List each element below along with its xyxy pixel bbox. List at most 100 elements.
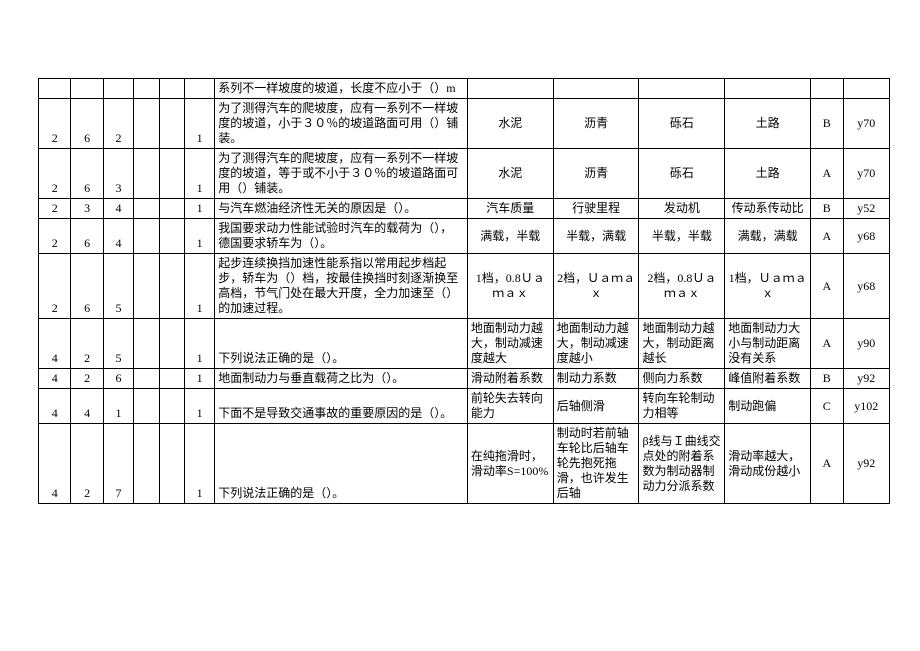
cell-opt3: 发动机 bbox=[639, 199, 725, 219]
cell-c: 5 bbox=[103, 319, 133, 369]
cell-opt3: 2档，0.8Ｕａｍａｘ bbox=[639, 254, 725, 319]
cell-d bbox=[134, 424, 160, 504]
cell-opt4: 地面制动力大小与制动距离没有关系 bbox=[725, 319, 811, 369]
cell-opt2: 行驶里程 bbox=[553, 199, 639, 219]
cell-f: 1 bbox=[185, 424, 215, 504]
cell-f: 1 bbox=[185, 149, 215, 199]
cell-ref: y102 bbox=[843, 389, 890, 424]
cell-e bbox=[159, 199, 185, 219]
table-row: 2641我国要求动力性能试验时汽车的载荷为（），德国要求轿车为（）。满载，半载半… bbox=[39, 219, 890, 254]
cell-f bbox=[185, 79, 215, 99]
cell-c: 2 bbox=[103, 99, 133, 149]
cell-f: 1 bbox=[185, 319, 215, 369]
table-row: 2631为了测得汽车的爬坡度，应有一系列不一样坡度的坡道，等于或不小于３０％的坡… bbox=[39, 149, 890, 199]
cell-b: 6 bbox=[71, 254, 103, 319]
cell-ref: y52 bbox=[843, 199, 890, 219]
cell-b: 2 bbox=[71, 319, 103, 369]
cell-e bbox=[159, 424, 185, 504]
cell-e bbox=[159, 219, 185, 254]
cell-b bbox=[71, 79, 103, 99]
cell-c: 5 bbox=[103, 254, 133, 319]
cell-ans: B bbox=[811, 99, 843, 149]
cell-opt3: β线与Ｉ曲线交点处的附着系数为制动器制动力分派系数 bbox=[639, 424, 725, 504]
cell-opt4: 满载，满载 bbox=[725, 219, 811, 254]
cell-ref: y92 bbox=[843, 424, 890, 504]
cell-opt3: 半载，半载 bbox=[639, 219, 725, 254]
cell-c bbox=[103, 79, 133, 99]
cell-ref: y70 bbox=[843, 149, 890, 199]
cell-opt4: 制动跑偏 bbox=[725, 389, 811, 424]
table-row: 2651起步连续换挡加速性能系指以常用起步档起步，轿车为（）档，按最佳换挡时刻逐… bbox=[39, 254, 890, 319]
cell-opt2: 后轴侧滑 bbox=[553, 389, 639, 424]
cell-question: 起步连续换挡加速性能系指以常用起步档起步，轿车为（）档，按最佳换挡时刻逐渐换至高… bbox=[215, 254, 468, 319]
question-table: 系列不一样坡度的坡道，长度不应小于（）m2621为了测得汽车的爬坡度，应有一系列… bbox=[38, 78, 890, 504]
cell-opt4: 1档，Ｕａｍａｘ bbox=[725, 254, 811, 319]
cell-opt2: 制动时若前轴车轮比后轴车轮先抱死拖滑，也许发生后轴 bbox=[553, 424, 639, 504]
cell-question: 为了测得汽车的爬坡度，应有一系列不一样坡度的坡道，小于３０％的坡道路面可用（）铺… bbox=[215, 99, 468, 149]
cell-opt2: 半载，满载 bbox=[553, 219, 639, 254]
cell-opt3: 侧向力系数 bbox=[639, 369, 725, 389]
cell-c: 4 bbox=[103, 199, 133, 219]
cell-question: 下列说法正确的是（）。 bbox=[215, 319, 468, 369]
table-row: 4271下列说法正确的是（）。在纯拖滑时，滑动率S=100%制动时若前轴车轮比后… bbox=[39, 424, 890, 504]
cell-ans: A bbox=[811, 319, 843, 369]
cell-a: 2 bbox=[39, 149, 71, 199]
cell-question: 我国要求动力性能试验时汽车的载荷为（），德国要求轿车为（）。 bbox=[215, 219, 468, 254]
cell-ref: y90 bbox=[843, 319, 890, 369]
cell-e bbox=[159, 79, 185, 99]
cell-opt4 bbox=[725, 79, 811, 99]
cell-f: 1 bbox=[185, 219, 215, 254]
cell-question: 与汽车燃油经济性无关的原因是（）。 bbox=[215, 199, 468, 219]
cell-opt1: 水泥 bbox=[467, 99, 553, 149]
cell-a: 4 bbox=[39, 389, 71, 424]
cell-opt2: 2档，Ｕａｍａｘ bbox=[553, 254, 639, 319]
cell-d bbox=[134, 389, 160, 424]
cell-ref: y92 bbox=[843, 369, 890, 389]
cell-ans: A bbox=[811, 424, 843, 504]
cell-b: 4 bbox=[71, 389, 103, 424]
cell-d bbox=[134, 99, 160, 149]
cell-opt3 bbox=[639, 79, 725, 99]
cell-ref: y68 bbox=[843, 219, 890, 254]
cell-b: 2 bbox=[71, 369, 103, 389]
cell-e bbox=[159, 254, 185, 319]
cell-opt3: 砾石 bbox=[639, 149, 725, 199]
cell-ans: B bbox=[811, 369, 843, 389]
cell-opt3: 地面制动力越大，制动距离越长 bbox=[639, 319, 725, 369]
cell-ans: C bbox=[811, 389, 843, 424]
cell-d bbox=[134, 149, 160, 199]
cell-question: 地面制动力与垂直载荷之比为（）。 bbox=[215, 369, 468, 389]
cell-opt1: 滑动附着系数 bbox=[467, 369, 553, 389]
cell-a: 4 bbox=[39, 319, 71, 369]
table-row: 4411下面不是导致交通事故的重要原因的是（）。前轮失去转向能力后轴侧滑转向车轮… bbox=[39, 389, 890, 424]
cell-opt1: 水泥 bbox=[467, 149, 553, 199]
cell-opt4: 土路 bbox=[725, 149, 811, 199]
cell-f: 1 bbox=[185, 389, 215, 424]
cell-f: 1 bbox=[185, 99, 215, 149]
cell-e bbox=[159, 99, 185, 149]
cell-opt1: 在纯拖滑时，滑动率S=100% bbox=[467, 424, 553, 504]
cell-opt4: 土路 bbox=[725, 99, 811, 149]
cell-b: 6 bbox=[71, 99, 103, 149]
cell-opt1: 前轮失去转向能力 bbox=[467, 389, 553, 424]
cell-ans bbox=[811, 79, 843, 99]
cell-ans: B bbox=[811, 199, 843, 219]
table-row: 2621为了测得汽车的爬坡度，应有一系列不一样坡度的坡道，小于３０％的坡道路面可… bbox=[39, 99, 890, 149]
cell-ref: y70 bbox=[843, 99, 890, 149]
cell-d bbox=[134, 369, 160, 389]
cell-ans: A bbox=[811, 219, 843, 254]
cell-d bbox=[134, 199, 160, 219]
cell-opt1: 汽车质量 bbox=[467, 199, 553, 219]
cell-opt2: 沥青 bbox=[553, 99, 639, 149]
cell-a: 2 bbox=[39, 219, 71, 254]
table-row: 4261地面制动力与垂直载荷之比为（）。滑动附着系数制动力系数侧向力系数峰值附着… bbox=[39, 369, 890, 389]
cell-ref: y68 bbox=[843, 254, 890, 319]
cell-b: 6 bbox=[71, 219, 103, 254]
cell-a: 4 bbox=[39, 369, 71, 389]
cell-opt2: 沥青 bbox=[553, 149, 639, 199]
cell-e bbox=[159, 149, 185, 199]
cell-question: 下面不是导致交通事故的重要原因的是（）。 bbox=[215, 389, 468, 424]
cell-ref bbox=[843, 79, 890, 99]
cell-a: 4 bbox=[39, 424, 71, 504]
cell-c: 7 bbox=[103, 424, 133, 504]
